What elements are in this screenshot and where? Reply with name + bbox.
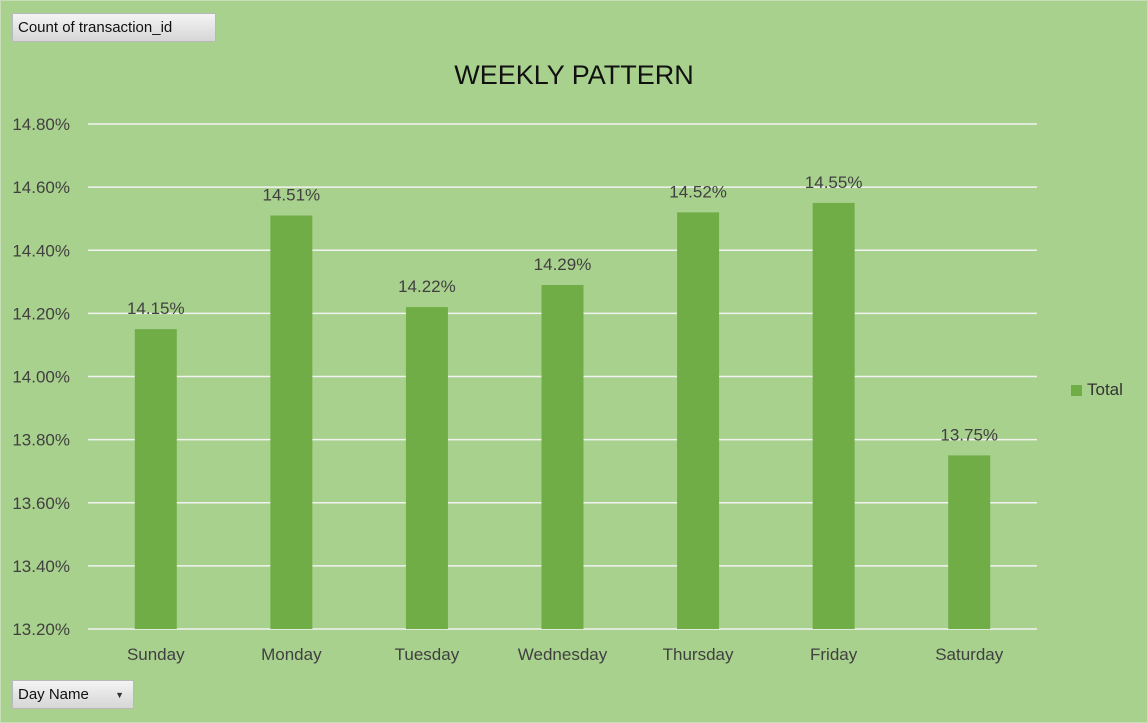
axis-field-label: Day Name bbox=[18, 686, 89, 703]
value-field-label: Count of transaction_id bbox=[18, 19, 173, 36]
legend-label: Total bbox=[1087, 380, 1123, 399]
x-tick-label: Friday bbox=[810, 645, 858, 664]
data-label: 14.22% bbox=[398, 277, 456, 296]
y-tick-label: 14.20% bbox=[12, 304, 70, 323]
x-tick-label: Monday bbox=[261, 645, 322, 664]
chart-title: WEEKLY PATTERN bbox=[454, 60, 694, 90]
bar bbox=[677, 212, 720, 629]
y-tick-label: 13.60% bbox=[12, 494, 70, 513]
bar bbox=[812, 202, 855, 629]
x-tick-label: Sunday bbox=[127, 645, 185, 664]
x-tick-label: Wednesday bbox=[518, 645, 608, 664]
x-tick-label: Tuesday bbox=[395, 645, 460, 664]
y-tick-label: 14.60% bbox=[12, 178, 70, 197]
data-label: 14.15% bbox=[127, 299, 185, 318]
y-tick-label: 14.40% bbox=[12, 241, 70, 260]
bar bbox=[948, 455, 991, 629]
y-tick-label: 14.00% bbox=[12, 368, 70, 387]
bar bbox=[270, 215, 313, 629]
y-tick-label: 14.80% bbox=[12, 115, 70, 134]
legend[interactable]: Total bbox=[1071, 380, 1123, 400]
data-label: 13.75% bbox=[940, 425, 998, 444]
axis-field-dropdown[interactable]: Day Name ▼ bbox=[12, 680, 134, 709]
data-label: 14.29% bbox=[534, 255, 592, 274]
data-label: 14.51% bbox=[263, 186, 321, 205]
bar bbox=[541, 284, 584, 629]
y-tick-label: 13.20% bbox=[12, 620, 70, 639]
bar bbox=[134, 329, 177, 629]
chevron-down-icon: ▼ bbox=[115, 689, 124, 700]
bar bbox=[405, 307, 448, 629]
legend-swatch bbox=[1071, 384, 1082, 396]
value-field-button[interactable]: Count of transaction_id bbox=[12, 13, 216, 42]
y-tick-label: 13.40% bbox=[12, 557, 70, 576]
x-tick-label: Thursday bbox=[663, 645, 734, 664]
x-tick-label: Saturday bbox=[935, 645, 1004, 664]
data-label: 14.52% bbox=[669, 182, 727, 201]
data-label: 14.55% bbox=[805, 173, 863, 192]
y-tick-label: 13.80% bbox=[12, 431, 70, 450]
